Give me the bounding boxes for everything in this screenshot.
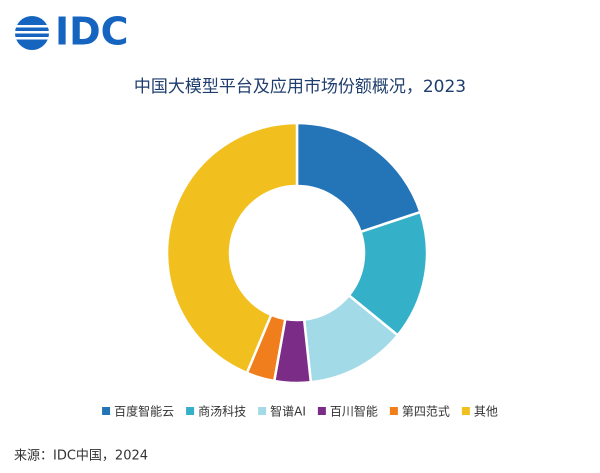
legend-swatch [186,407,195,415]
legend-label: 百川智能 [330,404,378,419]
donut-slice [165,121,299,375]
chart-title: 中国大模型平台及应用市场份额概况，2023 [134,77,466,97]
legend-swatch [102,407,111,415]
logo-icon [14,16,50,50]
legend-swatch [461,407,470,415]
legend-swatch [317,407,326,415]
legend-swatch [258,407,267,415]
legend-label: 其他 [474,405,498,419]
donut-slice [295,121,422,234]
legend-label: 百度智能云 [114,404,174,419]
legend-label: 商汤科技 [198,404,246,419]
legend-label: 第四范式 [402,405,450,419]
legend-label: 智谱AI [270,404,306,419]
legend-swatch [389,407,398,415]
logo-text: IDC [55,10,129,54]
source: 来源：IDC中国，2024 [14,449,148,464]
